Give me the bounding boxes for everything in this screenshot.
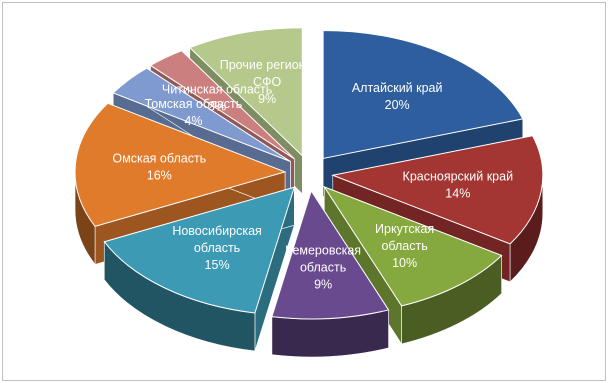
slice-name-line: Красноярский край — [403, 169, 514, 183]
slice-label-7: Томская область 4% — [145, 97, 243, 128]
slice-name-line: область — [194, 241, 240, 255]
slice-label-8: Читинская область 3% — [162, 83, 272, 114]
slice-label-4: Кемеровская область 9% — [285, 243, 361, 291]
slice-percent: 10% — [392, 256, 417, 270]
slice-name-line: Кемеровская — [285, 243, 361, 257]
slice-label-9: Прочие регионы СФО 9% — [220, 58, 315, 106]
slice-percent: 14% — [445, 186, 470, 200]
slice-name-line: Прочие регионы — [220, 58, 315, 72]
slice-percent: 15% — [205, 258, 230, 272]
slice-label-2: Красноярский край 14% — [403, 169, 514, 200]
pie-slice-5 — [103, 186, 296, 352]
slice-percent: 16% — [147, 169, 172, 183]
pie-slice-4 — [271, 189, 390, 358]
slice-name-line: Алтайский край — [352, 81, 443, 95]
slice-name-line: Новосибирская — [172, 224, 261, 238]
slice-name-line: область — [300, 260, 346, 274]
slice-name-line: Читинская область — [162, 83, 272, 97]
slice-percent: 9% — [314, 277, 332, 291]
slice-percent: 4% — [184, 114, 202, 128]
pie-chart: Алтайский край 20% Красноярский край 14% Ирк… — [74, 27, 544, 358]
slice-name-line: область — [381, 239, 427, 253]
slice-label-5: Новосибирская область 15% — [172, 224, 261, 272]
slice-name-line: СФО — [253, 75, 282, 89]
slice-label-6: Омская область 16% — [112, 152, 206, 183]
slice-percent: 20% — [385, 98, 410, 112]
slice-percent: 9% — [258, 92, 276, 106]
slice-name-line: Томская область — [145, 97, 243, 111]
slice-percent: 3% — [208, 100, 226, 114]
slice-label-3: Иркутская область 10% — [375, 222, 434, 270]
slice-name-line: Омская область — [112, 152, 206, 166]
slice-name-line: Иркутская — [375, 222, 434, 236]
slice-label-1: Алтайский край 20% — [352, 81, 443, 112]
